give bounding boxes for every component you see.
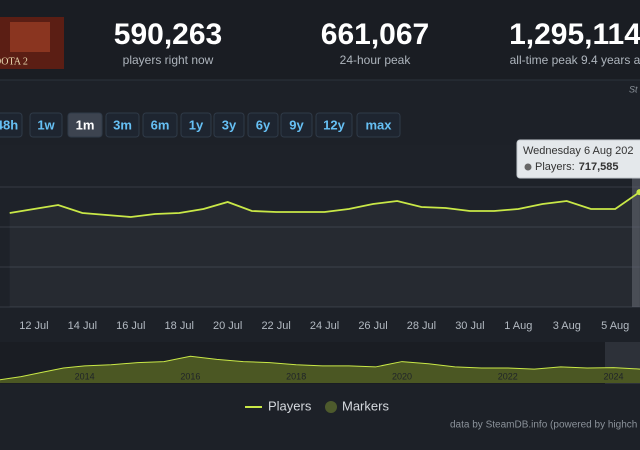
x-tick-label: 28 Jul — [407, 320, 436, 332]
range-button[interactable] — [180, 112, 212, 138]
range-button-label[interactable]: 1y — [189, 117, 204, 132]
range-button-label[interactable]: 48h — [0, 117, 18, 132]
navigator-tick-label: 2014 — [75, 371, 95, 381]
x-tick-label: 1 Aug — [504, 320, 532, 332]
x-tick-label: 18 Jul — [165, 320, 194, 332]
navigator-tick-label: 2016 — [180, 371, 200, 381]
range-button[interactable] — [29, 112, 63, 138]
navigator-tick-label: 2024 — [604, 371, 624, 381]
x-tick-label: 3 Aug — [553, 320, 581, 332]
x-tick-label: 26 Jul — [358, 320, 387, 332]
tooltip-dot — [524, 163, 532, 171]
navigator-area — [0, 356, 640, 383]
legend-label[interactable]: Markers — [342, 398, 389, 413]
range-button[interactable] — [67, 112, 103, 138]
stat-value: 661,067 — [321, 18, 429, 51]
tooltip-label: Players: 717,585 — [535, 161, 619, 173]
tooltip-box — [516, 139, 640, 179]
stat-value: 1,295,114 — [509, 18, 640, 51]
navigator-tick-label: 2022 — [498, 371, 518, 381]
range-button-label[interactable]: 12y — [323, 117, 345, 132]
range-button-label[interactable]: 1m — [76, 117, 95, 132]
range-button[interactable] — [142, 112, 178, 138]
range-button-label[interactable]: 9y — [289, 117, 304, 132]
x-tick-label: 14 Jul — [68, 320, 97, 332]
header-bg — [0, 0, 640, 80]
tooltip-series: Players: — [535, 161, 575, 173]
range-button-label[interactable]: 3y — [222, 117, 237, 132]
navigator-tick-label: 2018 — [286, 371, 306, 381]
x-tick-label: 30 Jul — [455, 320, 484, 332]
range-button[interactable] — [247, 112, 279, 138]
range-button-label[interactable]: max — [365, 117, 392, 132]
stat-label: all-time peak 9.4 years a — [510, 53, 640, 67]
x-tick-label: 12 Jul — [19, 320, 48, 332]
tooltip-value: 717,585 — [579, 161, 619, 173]
point — [636, 189, 640, 196]
tooltip-title: Wednesday 6 Aug 202 — [523, 145, 634, 157]
x-tick-label: 16 Jul — [116, 320, 145, 332]
range-button-label[interactable]: 6y — [256, 117, 271, 132]
source-label: St — [629, 84, 638, 94]
range-button-label[interactable]: 6m — [151, 117, 170, 132]
range-button-label[interactable]: 3m — [113, 117, 132, 132]
game-logo-art — [10, 22, 50, 52]
range-button-label[interactable]: 1w — [37, 117, 55, 132]
navigator-line — [0, 355, 640, 381]
stat-value: 590,263 — [114, 18, 222, 51]
crosshair — [632, 145, 640, 307]
credit[interactable]: data by SteamDB.info (powered by highch — [450, 420, 637, 431]
range-button[interactable] — [315, 112, 353, 138]
stat-label: 24-hour peak — [340, 53, 412, 67]
navigator-tick-label: 2020 — [392, 371, 412, 381]
range-button[interactable] — [213, 112, 245, 138]
range-button[interactable] — [105, 112, 140, 138]
legend-swatch — [325, 401, 337, 413]
x-tick-label: 24 Jul — [310, 320, 339, 332]
game-logo-text: DOTA 2 — [0, 56, 28, 67]
x-tick-label: 20 Jul — [213, 320, 242, 332]
legend-label[interactable]: Players — [268, 398, 312, 413]
range-button[interactable] — [356, 112, 401, 138]
area — [9, 192, 640, 307]
range-button[interactable] — [0, 112, 23, 138]
stat-label: players right now — [123, 53, 214, 67]
range-button[interactable] — [280, 112, 313, 138]
x-tick-label: 22 Jul — [261, 320, 290, 332]
x-tick-label: 5 Aug — [601, 320, 629, 332]
